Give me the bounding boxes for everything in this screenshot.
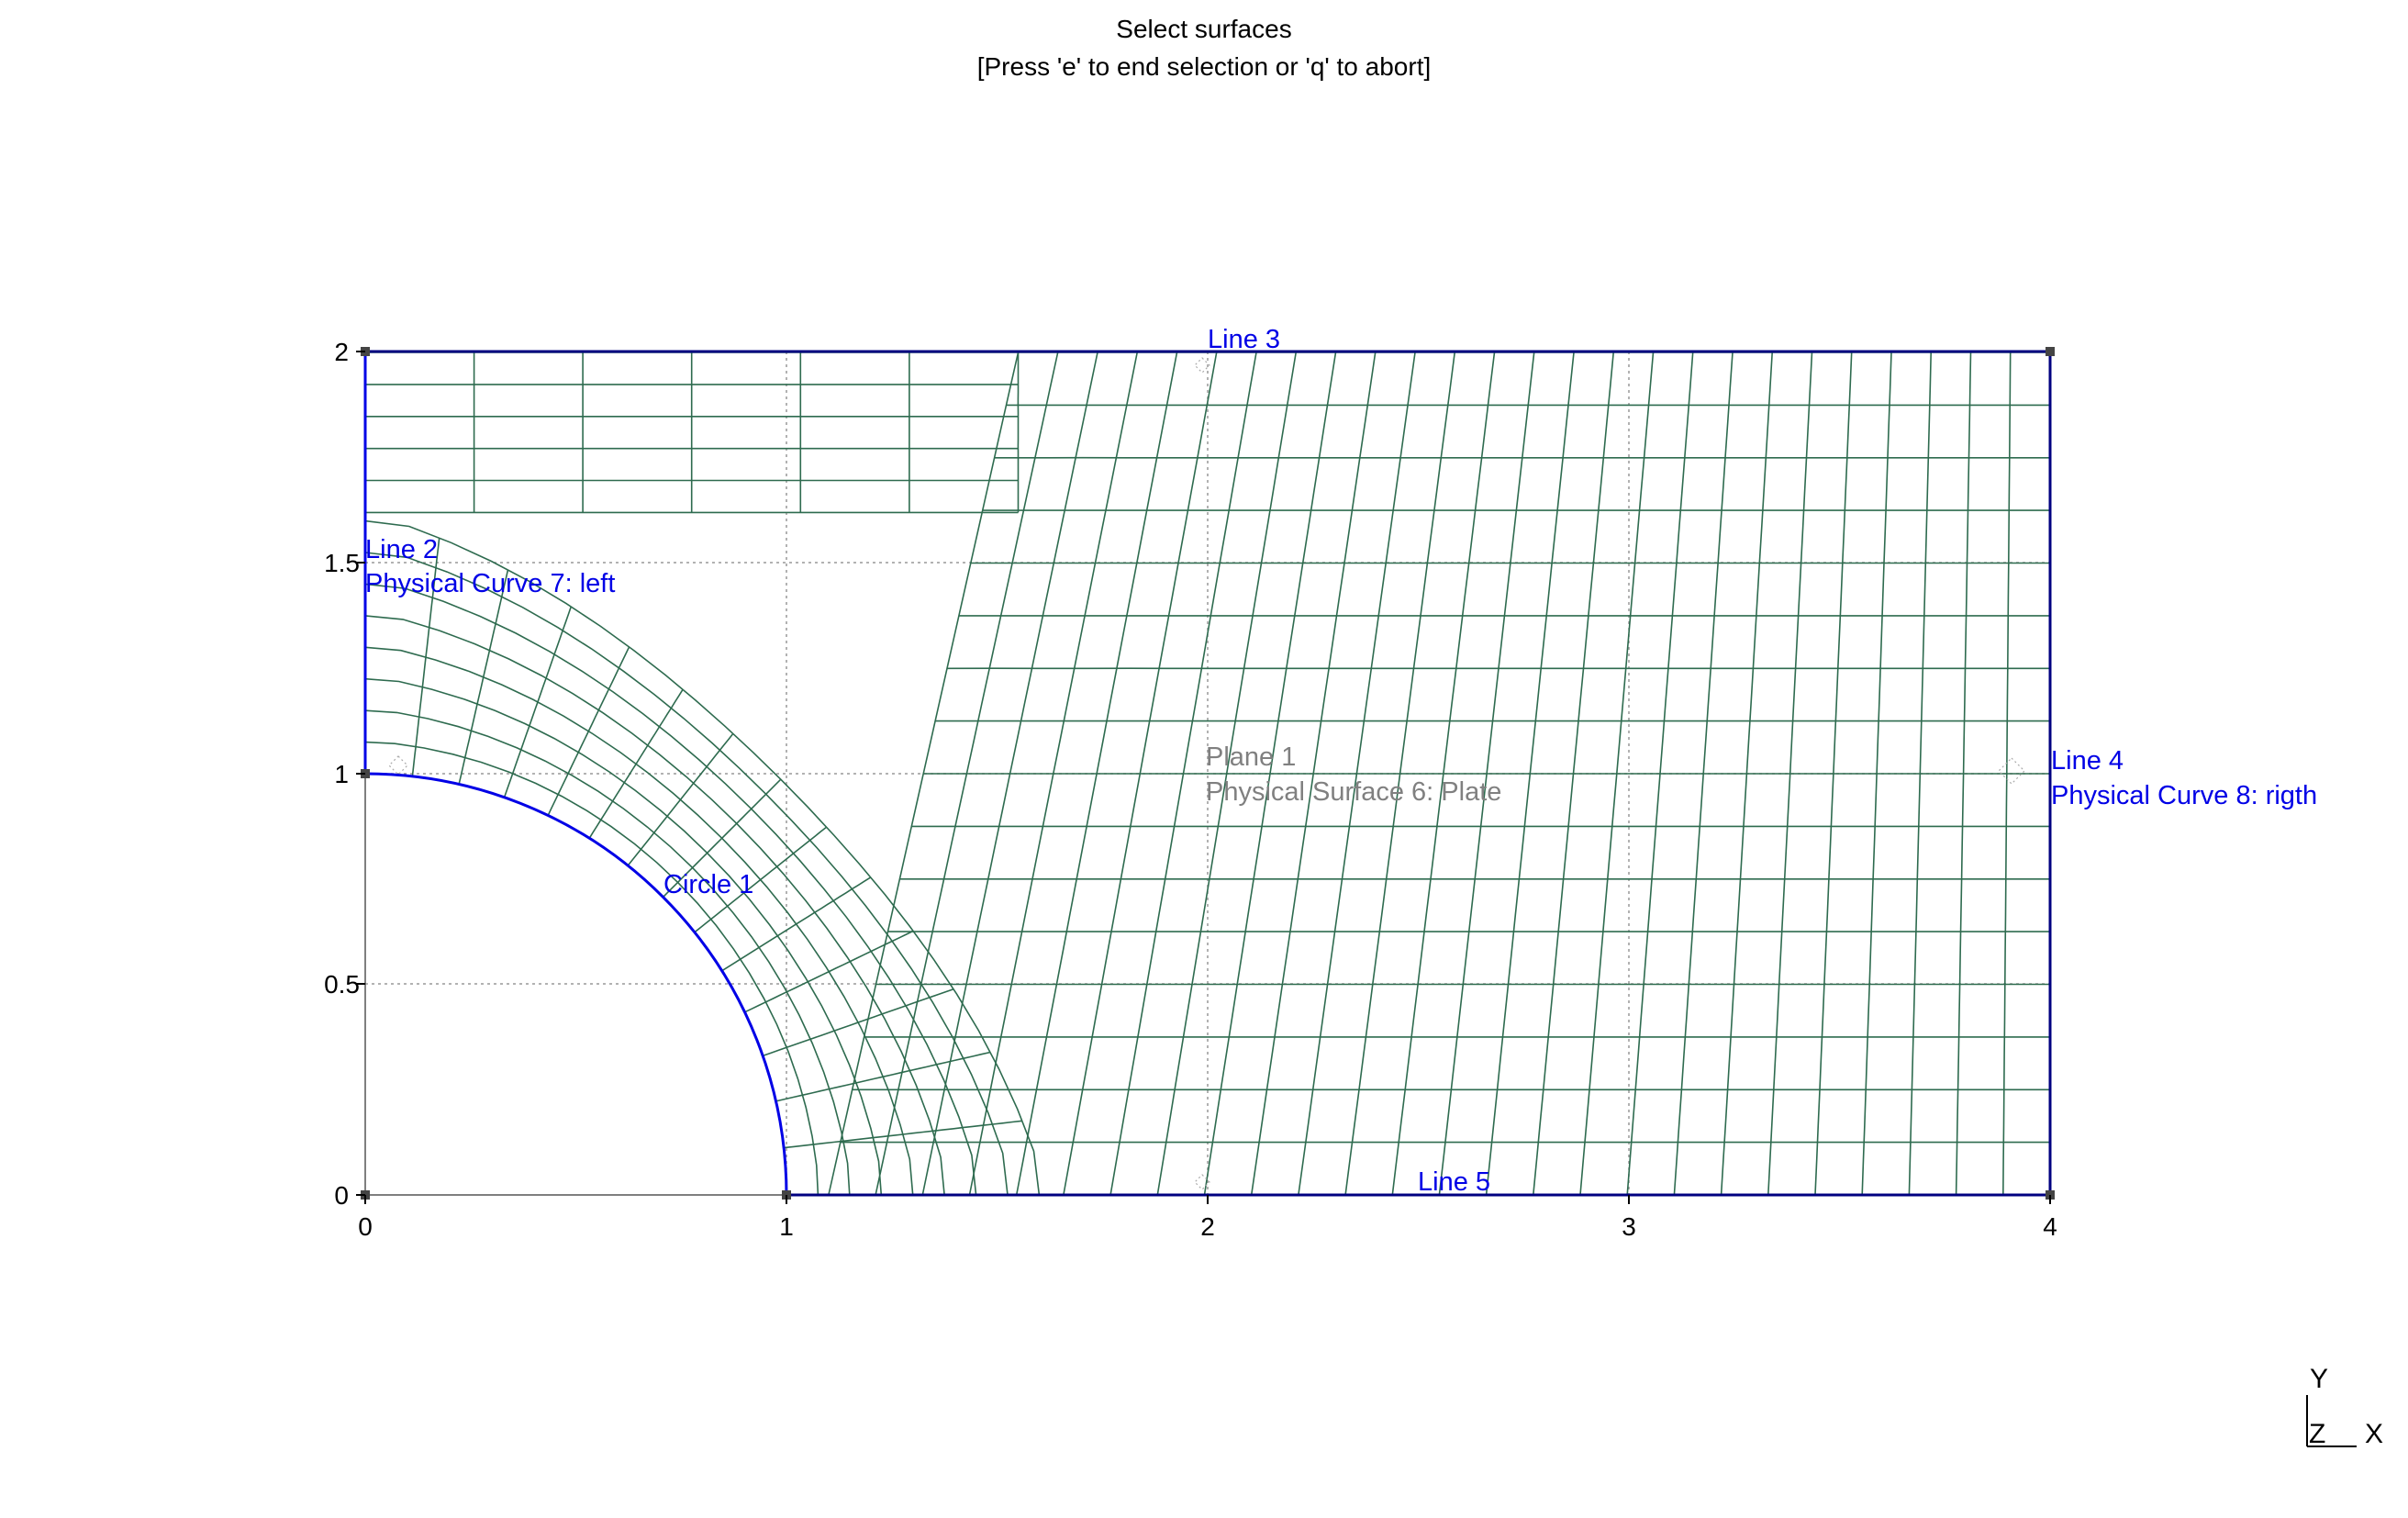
- circle-1-arc: [364, 772, 788, 1196]
- x-tick-label: 3: [1622, 1212, 1636, 1241]
- label-line-2: Line 2: [365, 535, 438, 564]
- mesh-line: [364, 677, 883, 1196]
- y-tick-label: 0.5: [324, 970, 360, 999]
- label-line-3: Line 3: [1208, 325, 1280, 354]
- triad-y-label: Y: [2310, 1364, 2328, 1394]
- entity-markers: [388, 357, 2025, 1190]
- marker-line-4: [1998, 757, 2025, 785]
- point-top-right: [2046, 347, 2055, 356]
- x-tick-label: 2: [1200, 1212, 1215, 1241]
- y-tick-label: 2: [334, 338, 349, 366]
- x-tick-label: 4: [2043, 1212, 2057, 1241]
- entity-labels: Line 3 Line 2 Physical Curve 7: left Lin…: [365, 325, 2317, 1197]
- triad-z-label: Z: [2309, 1419, 2325, 1449]
- mesh-line: [364, 519, 1041, 1196]
- status-message-hint: [Press 'e' to end selection or 'q' to ab…: [976, 52, 1432, 81]
- label-line-4-physical: Physical Curve 8: rigth: [2051, 781, 2317, 810]
- y-tick-label: 0: [334, 1181, 349, 1210]
- label-circle-1: Circle 1: [663, 870, 753, 899]
- label-line-2-physical: Physical Curve 7: left: [365, 569, 615, 598]
- axis-triad: Y Z X: [2306, 1364, 2383, 1449]
- mesh-line: [364, 709, 851, 1196]
- x-tick-label: 0: [358, 1212, 373, 1241]
- axis-ticks: [356, 351, 2051, 1204]
- mesh-line: [364, 741, 819, 1196]
- mesh-line: [364, 615, 945, 1196]
- y-tick-label: 1: [334, 760, 349, 788]
- label-plane-1-physical: Physical Surface 6: Plate: [1206, 777, 1501, 807]
- label-plane-1: Plane 1: [1206, 742, 1296, 772]
- status-message-title: Select surfaces: [1116, 15, 1292, 43]
- marker-line-2: [388, 755, 408, 776]
- mesh-line: [364, 583, 977, 1196]
- y-tick-label: 1.5: [324, 549, 360, 577]
- label-line-5: Line 5: [1418, 1167, 1490, 1197]
- mesh-line: [364, 646, 914, 1196]
- x-tick-label: 1: [779, 1212, 794, 1241]
- axis-tick-labels: 0 1 2 3 4 0 0.5 1 1.5 2: [324, 338, 2057, 1241]
- geometry-boundaries: [363, 350, 2052, 1197]
- triad-x-label: X: [2365, 1419, 2383, 1449]
- label-line-4: Line 4: [2051, 746, 2124, 776]
